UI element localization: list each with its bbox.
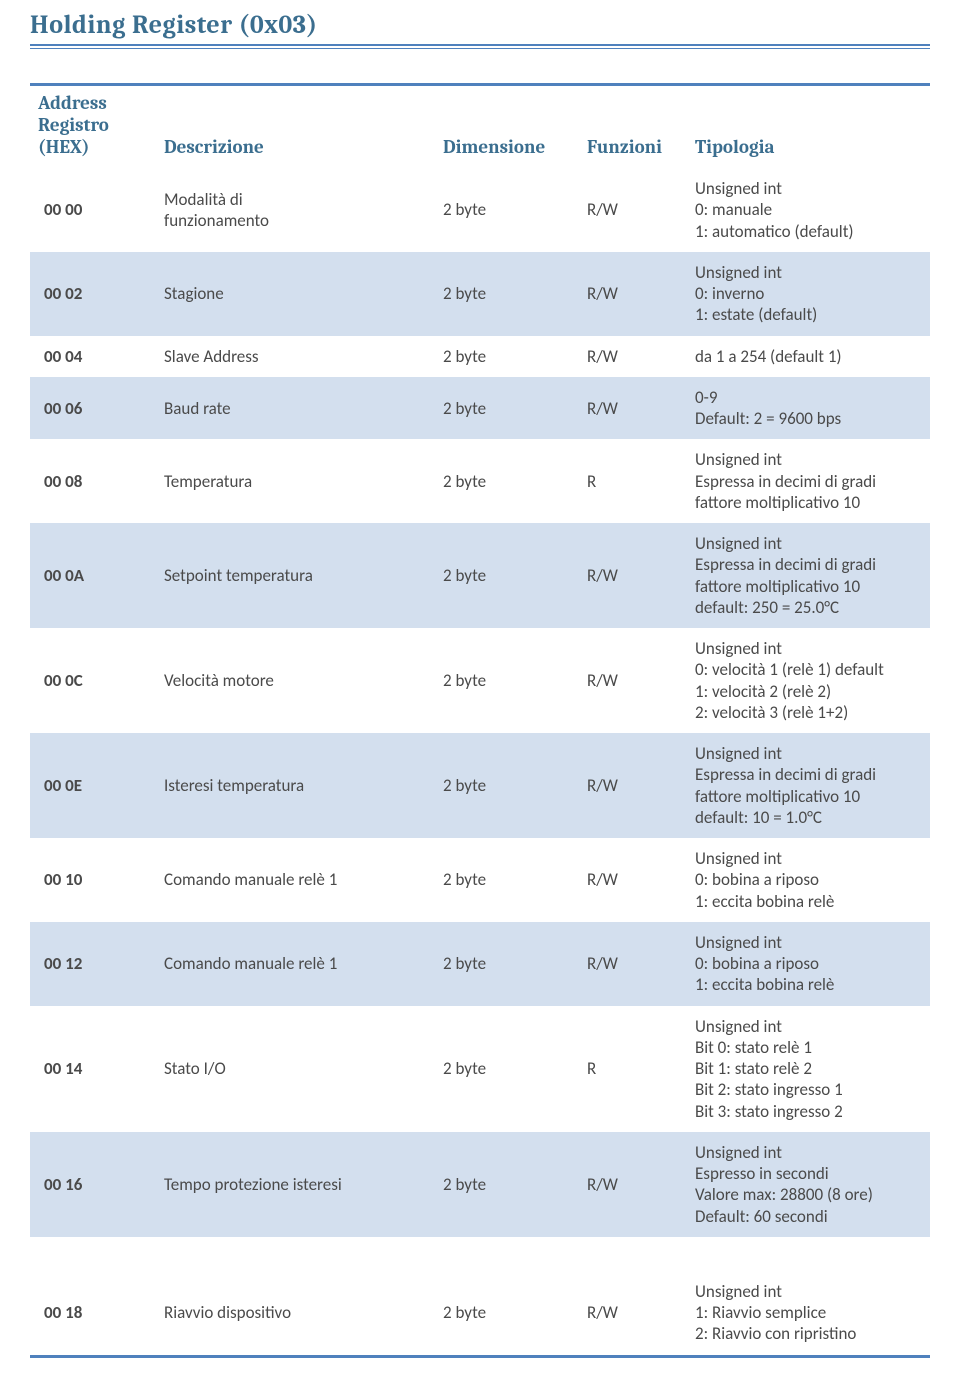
table-border-bottom-thin bbox=[30, 1357, 930, 1358]
cell-tipologia: Unsigned int 0: inverno 1: estate (defau… bbox=[687, 252, 930, 336]
cell-descrizione: Isteresi temperatura bbox=[156, 733, 435, 838]
cell-descrizione: Baud rate bbox=[156, 377, 435, 440]
cell-dimensione: 2 byte bbox=[435, 523, 579, 628]
cell-address: 00 0E bbox=[30, 733, 156, 838]
header-row: Address Registro (HEX) Descrizione Dimen… bbox=[30, 86, 930, 168]
table-row: 00 0CVelocità motore2 byteR/WUnsigned in… bbox=[30, 628, 930, 733]
cell-address: 00 0A bbox=[30, 523, 156, 628]
table-row: 00 06Baud rate2 byteR/W0-9 Default: 2 = … bbox=[30, 377, 930, 440]
cell-funzioni: R/W bbox=[579, 523, 687, 628]
cell-funzioni: R bbox=[579, 1006, 687, 1132]
col-header-funzioni: Funzioni bbox=[579, 86, 687, 168]
cell-descrizione: Stato I/O bbox=[156, 1006, 435, 1132]
col-header-tipologia: Tipologia bbox=[687, 86, 930, 168]
cell-address: 00 16 bbox=[30, 1132, 156, 1237]
cell-descrizione: Tempo protezione isteresi bbox=[156, 1132, 435, 1237]
title-underline bbox=[30, 44, 930, 46]
cell-descrizione: Riavvio dispositivo bbox=[156, 1271, 435, 1355]
cell-tipologia: Unsigned int 0: manuale 1: automatico (d… bbox=[687, 168, 930, 252]
cell-tipologia: Unsigned int Espresso in secondi Valore … bbox=[687, 1132, 930, 1237]
cell-address: 00 18 bbox=[30, 1271, 156, 1355]
title-underline-thin bbox=[30, 48, 930, 49]
table-row: 00 18Riavvio dispositivo2 byteR/WUnsigne… bbox=[30, 1271, 930, 1355]
cell-funzioni: R/W bbox=[579, 336, 687, 377]
table-head: Address Registro (HEX) Descrizione Dimen… bbox=[30, 86, 930, 168]
cell-dimensione: 2 byte bbox=[435, 168, 579, 252]
cell-descrizione: Velocità motore bbox=[156, 628, 435, 733]
cell-descrizione: Setpoint temperatura bbox=[156, 523, 435, 628]
cell-tipologia: 0-9 Default: 2 = 9600 bps bbox=[687, 377, 930, 440]
cell-dimensione: 2 byte bbox=[435, 377, 579, 440]
cell-dimensione: 2 byte bbox=[435, 628, 579, 733]
cell-descrizione: Stagione bbox=[156, 252, 435, 336]
cell-descrizione: Slave Address bbox=[156, 336, 435, 377]
table-row: 00 00Modalità di funzionamento2 byteR/WU… bbox=[30, 168, 930, 252]
cell-address: 00 02 bbox=[30, 252, 156, 336]
cell-dimensione: 2 byte bbox=[435, 1006, 579, 1132]
cell-dimensione: 2 byte bbox=[435, 922, 579, 1006]
cell-funzioni: R/W bbox=[579, 733, 687, 838]
table-row: 00 14Stato I/O2 byteRUnsigned int Bit 0:… bbox=[30, 1006, 930, 1132]
table-row: 00 0ASetpoint temperatura2 byteR/WUnsign… bbox=[30, 523, 930, 628]
cell-funzioni: R/W bbox=[579, 252, 687, 336]
cell-funzioni: R/W bbox=[579, 838, 687, 922]
table-row: 00 0EIsteresi temperatura2 byteR/WUnsign… bbox=[30, 733, 930, 838]
table-row: 00 02Stagione2 byteR/WUnsigned int 0: in… bbox=[30, 252, 930, 336]
cell-tipologia: Unsigned int Bit 0: stato relè 1 Bit 1: … bbox=[687, 1006, 930, 1132]
cell-tipologia: Unsigned int 0: velocità 1 (relè 1) defa… bbox=[687, 628, 930, 733]
table-row: 00 16Tempo protezione isteresi2 byteR/WU… bbox=[30, 1132, 930, 1237]
col-header-descrizione: Descrizione bbox=[156, 86, 435, 168]
cell-tipologia: Unsigned int 0: bobina a riposo 1: eccit… bbox=[687, 838, 930, 922]
cell-address: 00 10 bbox=[30, 838, 156, 922]
cell-funzioni: R/W bbox=[579, 922, 687, 1006]
cell-address: 00 06 bbox=[30, 377, 156, 440]
table-row: 00 12Comando manuale relè 12 byteR/WUnsi… bbox=[30, 922, 930, 1006]
cell-dimensione: 2 byte bbox=[435, 838, 579, 922]
table-row: 00 04Slave Address2 byteR/Wda 1 a 254 (d… bbox=[30, 336, 930, 377]
page: Holding Register (0x03) Address Registro… bbox=[0, 0, 960, 1378]
register-table: Address Registro (HEX) Descrizione Dimen… bbox=[30, 86, 930, 1355]
cell-address: 00 08 bbox=[30, 439, 156, 523]
cell-descrizione: Modalità di funzionamento bbox=[156, 168, 435, 252]
col-header-address: Address Registro (HEX) bbox=[30, 86, 156, 168]
cell-dimensione: 2 byte bbox=[435, 1271, 579, 1355]
cell-address: 00 12 bbox=[30, 922, 156, 1006]
cell-dimensione: 2 byte bbox=[435, 733, 579, 838]
cell-tipologia: Unsigned int Espressa in decimi di gradi… bbox=[687, 439, 930, 523]
cell-funzioni: R/W bbox=[579, 168, 687, 252]
page-title: Holding Register (0x03) bbox=[30, 10, 930, 44]
cell-dimensione: 2 byte bbox=[435, 336, 579, 377]
cell-descrizione: Comando manuale relè 1 bbox=[156, 838, 435, 922]
cell-funzioni: R/W bbox=[579, 1132, 687, 1237]
cell-dimensione: 2 byte bbox=[435, 439, 579, 523]
cell-funzioni: R/W bbox=[579, 377, 687, 440]
col-header-dimensione: Dimensione bbox=[435, 86, 579, 168]
cell-tipologia: da 1 a 254 (default 1) bbox=[687, 336, 930, 377]
cell-descrizione: Temperatura bbox=[156, 439, 435, 523]
cell-dimensione: 2 byte bbox=[435, 252, 579, 336]
cell-funzioni: R bbox=[579, 439, 687, 523]
table-row: 00 10Comando manuale relè 12 byteR/WUnsi… bbox=[30, 838, 930, 922]
table-row: 00 08Temperatura2 byteRUnsigned int Espr… bbox=[30, 439, 930, 523]
table-body: 00 00Modalità di funzionamento2 byteR/WU… bbox=[30, 168, 930, 1355]
cell-address: 00 0C bbox=[30, 628, 156, 733]
cell-funzioni: R/W bbox=[579, 1271, 687, 1355]
cell-dimensione: 2 byte bbox=[435, 1132, 579, 1237]
cell-funzioni: R/W bbox=[579, 628, 687, 733]
cell-address: 00 14 bbox=[30, 1006, 156, 1132]
cell-tipologia: Unsigned int Espressa in decimi di gradi… bbox=[687, 523, 930, 628]
cell-descrizione: Comando manuale relè 1 bbox=[156, 922, 435, 1006]
table-spacer bbox=[30, 1237, 930, 1271]
cell-address: 00 04 bbox=[30, 336, 156, 377]
cell-address: 00 00 bbox=[30, 168, 156, 252]
cell-tipologia: Unsigned int 1: Riavvio semplice 2: Riav… bbox=[687, 1271, 930, 1355]
cell-tipologia: Unsigned int 0: bobina a riposo 1: eccit… bbox=[687, 922, 930, 1006]
cell-tipologia: Unsigned int Espressa in decimi di gradi… bbox=[687, 733, 930, 838]
